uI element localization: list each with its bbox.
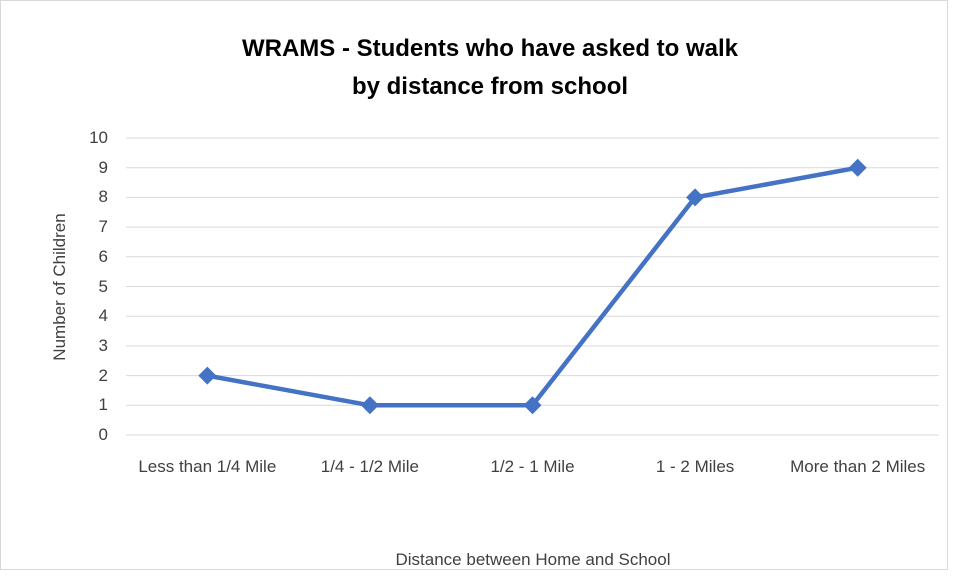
x-tick-label: 1/2 - 1 Mile bbox=[490, 457, 575, 476]
y-tick-label: 6 bbox=[98, 246, 108, 266]
marker bbox=[198, 366, 217, 385]
y-tick-label: 0 bbox=[98, 425, 108, 444]
y-tick-label: 10 bbox=[89, 128, 108, 147]
y-tick-label: 9 bbox=[98, 157, 108, 177]
chart-border bbox=[0, 0, 948, 570]
y-tick-label: 2 bbox=[98, 365, 108, 385]
y-tick-label: 8 bbox=[98, 187, 108, 207]
marker bbox=[523, 396, 542, 415]
x-axis-label: Distance between Home and School bbox=[395, 550, 671, 569]
marker bbox=[686, 188, 705, 207]
y-tick-label: 7 bbox=[98, 217, 108, 237]
x-tick-label: 1 - 2 Miles bbox=[655, 457, 735, 476]
y-tick-label: 3 bbox=[98, 335, 108, 355]
marker bbox=[360, 396, 379, 415]
y-tick-label: 5 bbox=[98, 276, 108, 296]
y-tick-label: 1 bbox=[98, 395, 108, 415]
chart-title: WRAMS - Students who have asked to walk … bbox=[241, 35, 739, 100]
y-axis-label: Number of Children bbox=[50, 213, 69, 361]
x-tick-label: Less than 1/4 Mile bbox=[138, 457, 277, 476]
x-tick-label: 1/4 - 1/2 Mile bbox=[320, 457, 420, 476]
x-tick-label: More than 2 Miles bbox=[790, 457, 926, 476]
y-tick-label: 4 bbox=[98, 306, 108, 326]
marker bbox=[848, 158, 867, 177]
